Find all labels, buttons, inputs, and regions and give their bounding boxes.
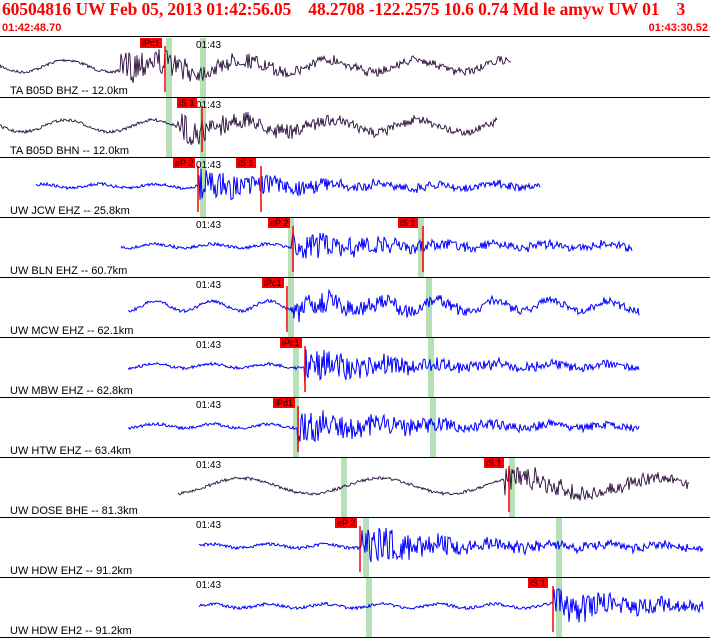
waveform-line (127, 410, 640, 444)
station-label: UW MCW EHZ -- 62.1km (10, 325, 134, 337)
pick-window (556, 578, 562, 637)
waveform-plot (198, 578, 704, 637)
minute-mark: 01:43 (196, 100, 222, 111)
phase-pick-label[interactable]: iS 1 (236, 158, 256, 168)
waveform-plot (198, 518, 704, 577)
waveform-plot (0, 38, 512, 97)
phase-pick-label[interactable]: iPc1 (280, 338, 302, 348)
phase-pick-label[interactable]: iS 1 (528, 578, 548, 588)
station-label: UW DOSE BHE -- 81.3km (10, 505, 138, 517)
waveform-line (120, 232, 633, 259)
pick-window (200, 38, 206, 97)
pick-window (166, 38, 172, 97)
minute-mark: 01:43 (196, 520, 222, 531)
waveform-plot (127, 398, 640, 457)
waveform-line (198, 588, 704, 623)
pick-window (366, 578, 372, 637)
seismogram-trace[interactable]: 01:43 iPc1 UW MBW EHZ -- 62.8km (0, 338, 710, 398)
station-label: UW HDW EHZ -- 91.2km (10, 565, 133, 577)
seismogram-trace[interactable]: 01:43 eP 2 iS 1 UW JCW EHZ -- 25.8km (0, 158, 710, 218)
waveform-plot (128, 278, 640, 337)
pick-window (363, 518, 369, 577)
waveform-line (0, 49, 512, 83)
minute-mark: 01:43 (196, 460, 222, 471)
pick-window (293, 398, 299, 457)
window-end-time: 01:43:30.52 (648, 22, 708, 34)
phase-pick-label[interactable]: eP 2 (173, 158, 196, 168)
minute-mark: 01:43 (196, 400, 222, 411)
seismogram-trace[interactable]: 01:43 iS 1 UW DOSE BHE -- 81.3km (0, 458, 710, 518)
pick-window (293, 338, 299, 397)
waveform-line (35, 168, 541, 201)
pick-window (430, 398, 436, 457)
waveform-plot (127, 338, 640, 397)
waveform-line (177, 466, 690, 501)
waveform-plot (35, 158, 541, 217)
seismogram-trace[interactable]: 01:43 eP 2 iS 1 UW BLN EHZ -- 60.7km (0, 218, 710, 278)
seismogram-trace[interactable]: 01:43 iPd1 UW HTW EHZ -- 63.4km (0, 398, 710, 458)
phase-pick-label[interactable]: iS 1 (177, 98, 197, 108)
phase-pick-label[interactable]: iPc1 (140, 38, 162, 48)
pick-window (200, 158, 206, 217)
pick-window (509, 458, 515, 517)
window-start-time: 01:42:48.70 (2, 22, 62, 34)
waveform-plot (120, 218, 633, 277)
phase-pick-label[interactable]: iS 1 (484, 458, 504, 468)
event-title: 60504816 UW Feb 05, 2013 01:42:56.05 48.… (2, 0, 686, 19)
pick-window (341, 458, 347, 517)
seismogram-trace[interactable]: 01:43 iPc1 UW MCW EHZ -- 62.1km (0, 278, 710, 338)
phase-pick-label[interactable]: eP 2 (268, 218, 291, 228)
minute-mark: 01:43 (196, 160, 222, 171)
seismogram-trace[interactable]: 01:43 iS 1 TA B05D BHN -- 12.0km (0, 98, 710, 158)
seismogram-trace[interactable]: 01:43 iPc1 TA B05D BHZ -- 12.0km (0, 38, 710, 98)
phase-pick-label[interactable]: iS 1 (398, 218, 418, 228)
phase-pick-label[interactable]: eP 2 (335, 518, 358, 528)
phase-pick-label[interactable]: iPd1 (273, 398, 296, 408)
station-label: UW HDW EH2 -- 91.2km (10, 625, 132, 637)
station-label: UW BLN EHZ -- 60.7km (10, 265, 128, 277)
waveform-line (128, 288, 640, 323)
station-label: TA B05D BHN -- 12.0km (10, 145, 129, 157)
minute-mark: 01:43 (196, 580, 222, 591)
phase-pick-label[interactable]: iPc1 (262, 278, 284, 288)
minute-mark: 01:43 (196, 220, 222, 231)
waveform-line (127, 349, 640, 386)
header-divider (0, 36, 710, 37)
waveform-plot (0, 98, 498, 157)
pick-window (426, 278, 432, 337)
station-label: UW HTW EHZ -- 63.4km (10, 445, 131, 457)
waveform-plot (177, 458, 690, 517)
seismogram-trace[interactable]: 01:43 eP 2 UW HDW EHZ -- 91.2km (0, 518, 710, 578)
event-header: 60504816 UW Feb 05, 2013 01:42:56.05 48.… (0, 0, 710, 40)
minute-mark: 01:43 (196, 40, 222, 51)
waveform-line (198, 527, 704, 563)
minute-mark: 01:43 (196, 280, 222, 291)
station-label: UW MBW EHZ -- 62.8km (10, 385, 133, 397)
pick-window (166, 98, 172, 157)
waveform-line (0, 112, 498, 146)
station-label: UW JCW EHZ -- 25.8km (10, 205, 130, 217)
minute-mark: 01:43 (196, 340, 222, 351)
seismogram-trace[interactable]: 01:43 iS 1 UW HDW EH2 -- 91.2km (0, 578, 710, 638)
station-label: TA B05D BHZ -- 12.0km (10, 85, 128, 97)
